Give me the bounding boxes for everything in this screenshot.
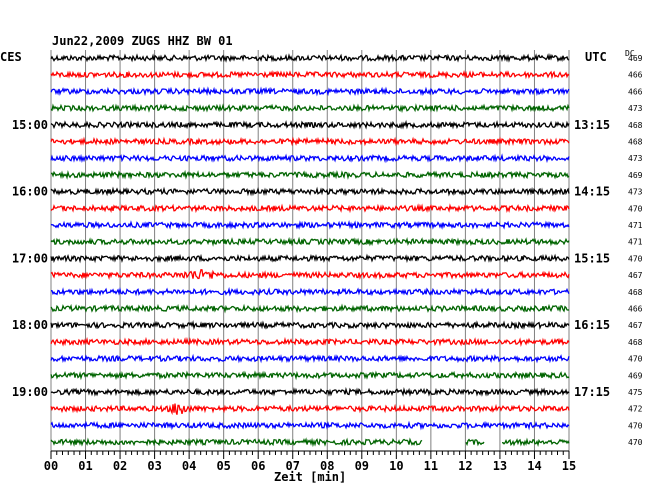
right-time-label-1515: 15:15 [574, 251, 610, 265]
dc-value-8: 473 [628, 188, 643, 197]
dc-value-22: 470 [628, 421, 643, 430]
x-tick-label-01: 01 [78, 459, 92, 473]
x-tick-label-09: 09 [355, 459, 369, 473]
x-tick-label-02: 02 [113, 459, 127, 473]
trace-15 [50, 303, 570, 314]
dc-value-21: 472 [628, 405, 643, 414]
trace-9 [50, 203, 570, 214]
trace-3 [50, 103, 570, 114]
x-tick-label-03: 03 [147, 459, 161, 473]
x-tick-label-07: 07 [286, 459, 300, 473]
dc-value-16: 467 [628, 321, 643, 330]
dc-value-7: 469 [628, 171, 643, 180]
dc-value-19: 469 [628, 371, 643, 380]
trace-21 [50, 403, 570, 416]
trace-12 [50, 253, 570, 264]
right-timezone-label: UTC [585, 50, 607, 64]
x-tick-label-04: 04 [182, 459, 196, 473]
trace-0 [50, 53, 570, 63]
left-time-label-1500: 15:00 [12, 118, 48, 132]
dc-value-17: 468 [628, 338, 643, 347]
dc-value-13: 467 [628, 271, 643, 280]
right-time-label-1315: 13:15 [574, 118, 610, 132]
x-axis-label: Zeit [min] [274, 470, 346, 484]
dc-value-9: 470 [628, 204, 643, 213]
dc-value-0: 469 [628, 54, 643, 63]
trace-group: 469 466 466 473 468 468 473 469 473 470 471 471 470 4… [50, 53, 643, 448]
dc-value-3: 473 [628, 104, 643, 113]
trace-19 [50, 370, 570, 381]
dc-value-20: 475 [628, 388, 643, 397]
trace-4 [50, 119, 570, 130]
trace-23 [50, 437, 570, 448]
trace-22 [50, 420, 570, 431]
trace-10 [50, 220, 570, 230]
dc-header-label: DC [625, 49, 635, 58]
x-tick-label-15: 15 [562, 459, 576, 473]
trace-5 [50, 136, 570, 147]
x-tick-label-11: 11 [424, 459, 438, 473]
x-tick-label-10: 10 [389, 459, 403, 473]
x-tick-label-13: 13 [493, 459, 507, 473]
x-tick-label-05: 05 [216, 459, 230, 473]
dc-value-2: 466 [628, 87, 643, 96]
left-timezone-label: CES [0, 50, 22, 64]
vertical-gridlines [50, 50, 570, 451]
trace-8 [50, 186, 570, 197]
x-tick-label-08: 08 [320, 459, 334, 473]
trace-14 [50, 286, 570, 297]
dc-value-6: 473 [628, 154, 643, 163]
trace-11 [50, 236, 570, 247]
dc-value-23: 470 [628, 438, 643, 447]
trace-13 [50, 269, 570, 281]
x-tick-label-12: 12 [458, 459, 472, 473]
x-axis: 00 01 02 03 04 05 06 07 08 09 10 11 12 13 14 15 [44, 450, 576, 473]
trace-18 [50, 353, 570, 364]
dc-value-4: 468 [628, 121, 643, 130]
dc-value-11: 471 [628, 238, 643, 247]
trace-7 [50, 169, 570, 180]
dc-value-5: 468 [628, 138, 643, 147]
dc-value-18: 470 [628, 355, 643, 364]
time-labels: 15:00 16:00 17:00 18:00 19:00 13:15 14:15 15:15… [12, 118, 610, 399]
left-time-label-1900: 19:00 [12, 385, 48, 399]
dc-value-14: 468 [628, 288, 643, 297]
trace-2 [50, 86, 570, 97]
trace-1 [50, 69, 570, 80]
trace-16 [50, 320, 570, 331]
dc-value-12: 470 [628, 254, 643, 263]
left-time-label-1800: 18:00 [12, 318, 48, 332]
x-tick-label-14: 14 [527, 459, 541, 473]
x-tick-label-06: 06 [251, 459, 265, 473]
x-tick-label-00: 00 [44, 459, 58, 473]
trace-17 [50, 336, 570, 347]
dc-value-15: 466 [628, 305, 643, 314]
left-time-label-1600: 16:00 [12, 185, 48, 199]
left-time-label-1700: 17:00 [12, 251, 48, 265]
trace-20 [50, 386, 570, 397]
right-time-label-1415: 14:15 [574, 185, 610, 199]
chart-title: Jun22,2009 ZUGS HHZ BW 01 [52, 34, 233, 48]
dc-value-1: 466 [628, 71, 643, 80]
right-time-label-1615: 16:15 [574, 318, 610, 332]
trace-6 [50, 153, 570, 164]
right-time-label-1715: 17:15 [574, 385, 610, 399]
dc-value-10: 471 [628, 221, 643, 230]
